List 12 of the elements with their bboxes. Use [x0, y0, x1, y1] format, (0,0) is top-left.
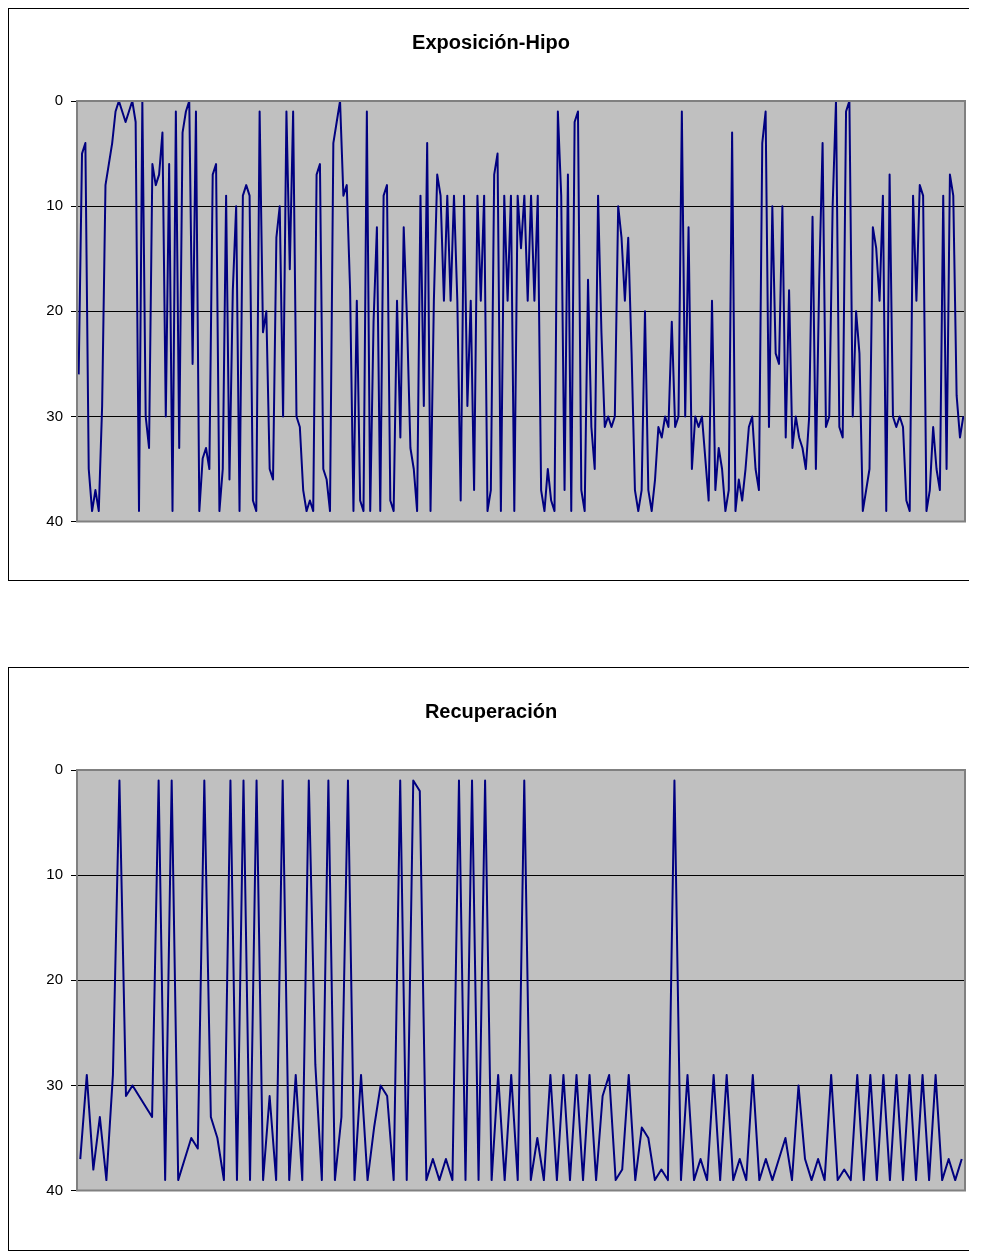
y-tick-label: 0 [54, 91, 63, 109]
y-tick-label: 40 [46, 1180, 63, 1198]
chart-title: Exposición-Hipo [412, 30, 570, 53]
y-tick-label: 40 [46, 511, 63, 529]
y-tick-label: 30 [46, 1075, 63, 1093]
y-tick-label: 30 [46, 406, 63, 424]
y-tick-label: 20 [46, 970, 63, 988]
y-tick-label: 10 [46, 196, 63, 214]
chart-title: Recuperación [424, 699, 558, 722]
y-tick-label: 20 [46, 301, 63, 319]
y-tick-label: 0 [54, 760, 63, 778]
y-tick-label: 10 [46, 865, 63, 883]
